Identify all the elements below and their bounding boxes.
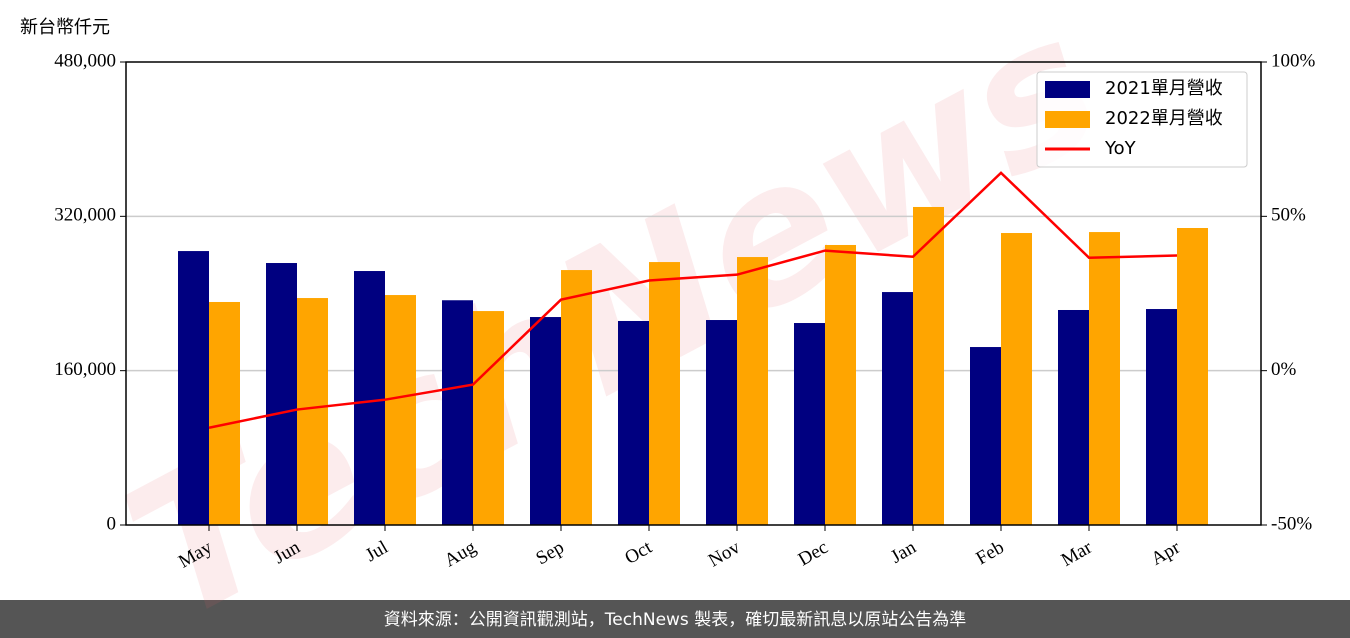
bar — [561, 270, 592, 525]
legend-swatch — [1045, 81, 1090, 98]
bar — [1001, 233, 1032, 525]
bar — [1146, 309, 1177, 525]
bar — [473, 311, 504, 525]
y-axis-label: 新台幣仟元 — [20, 17, 110, 38]
bar — [618, 320, 649, 525]
line — [208, 171, 1178, 429]
bar — [970, 347, 1001, 525]
bar — [297, 298, 328, 525]
bar — [266, 263, 297, 525]
footer — [0, 600, 1350, 638]
source-note: 資料來源：公開資訊觀測站，TechNews 製表，確切最新訊息以原站公告為準 — [384, 610, 966, 630]
y-tick-label: 320,000 — [54, 205, 116, 226]
bar — [825, 244, 856, 526]
bar — [882, 292, 913, 525]
bar — [706, 320, 737, 525]
y-tick-label: 480,000 — [54, 50, 116, 71]
bar — [442, 300, 473, 525]
y2-tick-label: 100% — [1271, 50, 1316, 71]
bar — [530, 317, 561, 525]
plot-frame — [125, 61, 1262, 526]
bar — [1089, 232, 1120, 526]
y2-tick-label: 50% — [1271, 205, 1306, 226]
bar — [354, 271, 385, 525]
y2-tick-label: 0% — [1271, 359, 1297, 380]
bar — [209, 301, 240, 525]
bar — [178, 251, 209, 525]
legend-swatch — [1045, 111, 1090, 128]
y-tick-label: 160,000 — [54, 359, 116, 380]
bar — [649, 262, 680, 525]
bar — [794, 323, 825, 525]
bar — [385, 295, 416, 525]
y-tick-label: 0 — [107, 513, 117, 534]
legend-label: YoY — [1104, 138, 1137, 159]
bar — [913, 206, 944, 525]
legend-label: 2021單月營收 — [1105, 78, 1223, 99]
bar — [1177, 228, 1208, 525]
bar — [737, 257, 768, 525]
bar — [1058, 309, 1089, 525]
y2-tick-label: -50% — [1271, 513, 1312, 534]
legend-label: 2022單月營收 — [1105, 108, 1223, 129]
